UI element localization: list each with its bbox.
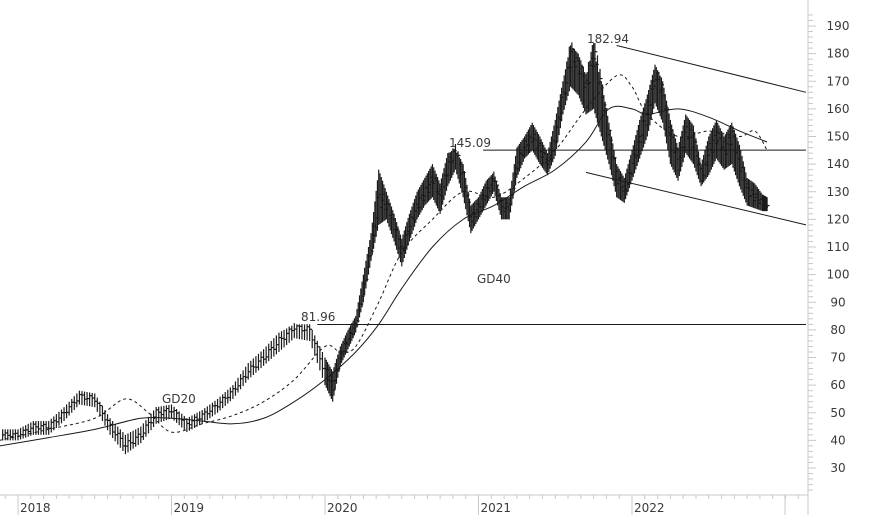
- price-axis-label: 120: [827, 212, 850, 226]
- price-axis-label: 70: [830, 351, 845, 365]
- price-axis-label: 90: [830, 295, 845, 309]
- time-axis-label: 2019: [174, 501, 205, 515]
- gd40-moving-average-line: [0, 105, 768, 447]
- price-axis-label: 50: [830, 406, 845, 420]
- axes: 190 180 170 160 150 140 130 120 110 100 90 80 70 60 50…: [0, 0, 849, 515]
- price-axis-label: 100: [827, 268, 850, 282]
- price-axis-label: 170: [827, 74, 850, 88]
- price-axis-label: 180: [827, 47, 850, 61]
- gd40-label: GD40: [477, 272, 511, 286]
- price-axis-label: 150: [827, 130, 850, 144]
- price-axis-label: 80: [830, 323, 845, 337]
- resistance-price-label: 145.09: [449, 136, 491, 150]
- price-axis-label: 190: [827, 19, 850, 33]
- plot-area: [0, 42, 807, 455]
- gd20-label: GD20: [162, 392, 196, 406]
- annotations: 182.94 145.09 81.96 GD20 GD40: [162, 32, 629, 406]
- upper-channel-line-line[interactable]: [616, 45, 807, 93]
- price-axis-label: 110: [827, 240, 850, 254]
- price-axis[interactable]: 190 180 170 160 150 140 130 120 110 100 90 80 70 60 50…: [808, 14, 850, 491]
- price-axis-label: 30: [830, 461, 845, 475]
- gd20-moving-average-line: [0, 74, 768, 441]
- lower-channel-line[interactable]: [585, 171, 807, 226]
- time-axis-label: 2022: [634, 501, 665, 515]
- time-axis[interactable]: 2018 2019 2020 2021 2022: [4, 495, 799, 515]
- price-axis-label: 60: [830, 378, 845, 392]
- price-axis-label: 130: [827, 185, 850, 199]
- price-axis-label: 160: [827, 102, 850, 116]
- time-axis-label: 2021: [481, 501, 512, 515]
- support-price-label: 81.96: [301, 310, 335, 324]
- price-axis-label: 40: [830, 433, 845, 447]
- time-axis-label: 2020: [327, 501, 358, 515]
- price-axis-label: 140: [827, 157, 850, 171]
- peak-price-label: 182.94: [587, 32, 629, 46]
- time-axis-label: 2018: [20, 501, 51, 515]
- price-bars: [2, 42, 770, 455]
